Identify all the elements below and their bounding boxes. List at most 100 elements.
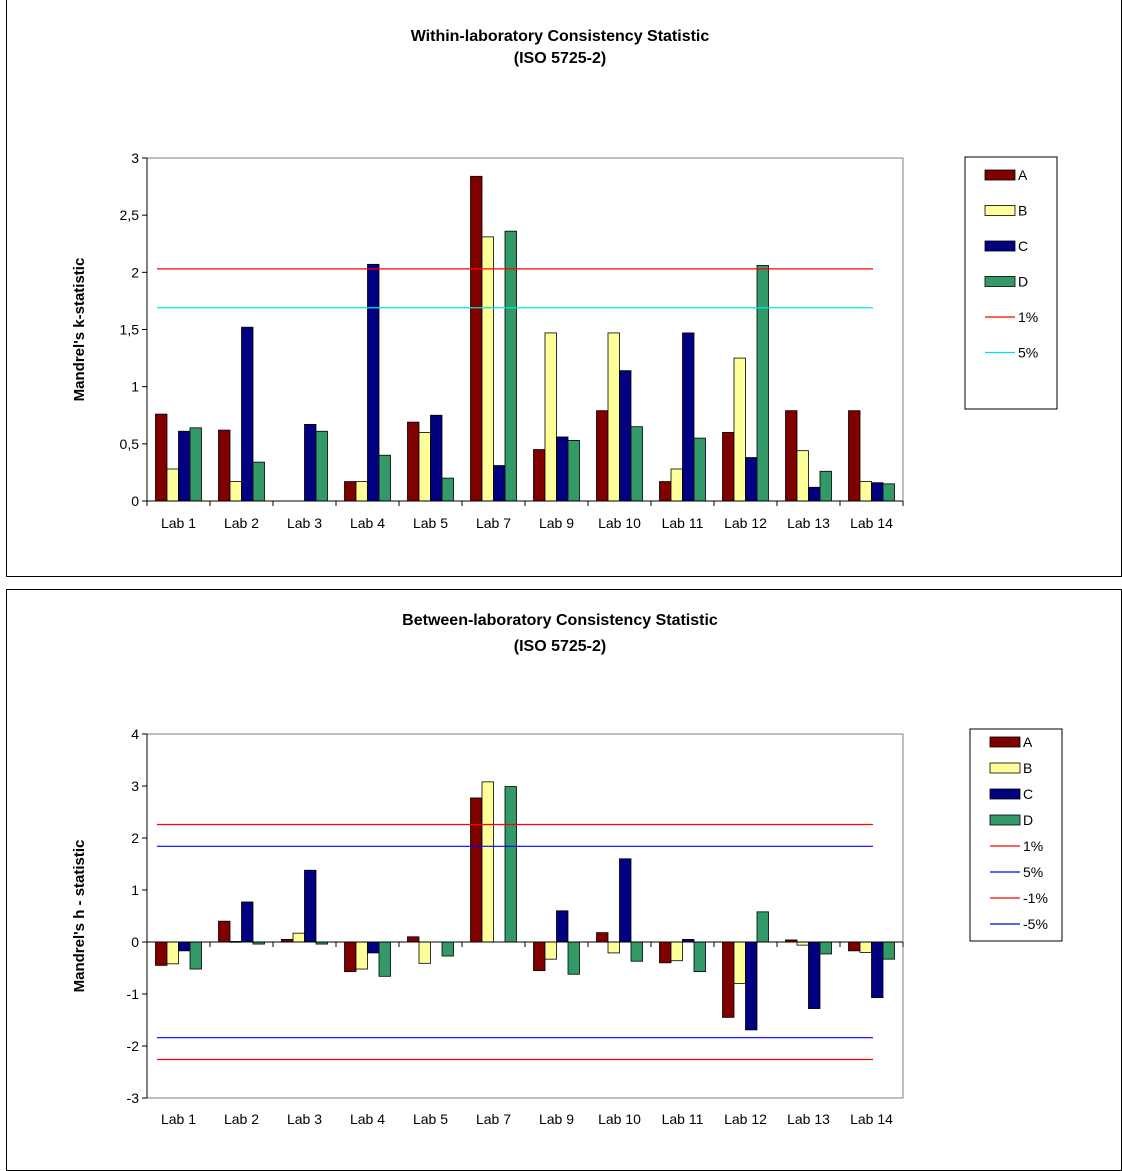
x-tick-label: Lab 9 — [539, 515, 574, 531]
legend-label-5: 5% — [1018, 345, 1038, 361]
x-tick-label: Lab 12 — [724, 515, 767, 531]
bar-lab-2-c — [241, 901, 254, 943]
plot-area — [146, 733, 904, 1099]
x-tick-label: Lab 14 — [850, 1111, 893, 1127]
bar-lab-12-d — [756, 911, 769, 943]
legend-label-b: B — [1018, 203, 1027, 219]
bar-lab-14-b — [859, 941, 872, 953]
bar-lab-11-b — [670, 941, 683, 962]
x-tick-label: Lab 7 — [476, 515, 511, 531]
bar-lab-3-c — [304, 869, 317, 943]
legend-label-a: A — [1018, 167, 1028, 183]
legend-key-d — [989, 814, 1021, 826]
bar-lab-9-b — [544, 941, 557, 960]
chart2-title: Between-laboratory Consistency Statistic — [402, 612, 718, 629]
bar-lab-10-a — [596, 932, 609, 943]
bar-lab-1-d — [189, 941, 202, 970]
x-tick-label: Lab 11 — [662, 515, 704, 531]
legend-label-5: -5% — [1023, 916, 1048, 932]
bar-lab-7-d — [504, 786, 517, 943]
x-tick-label: Lab 3 — [287, 515, 322, 531]
legend-key-b — [984, 205, 1016, 216]
y-tick-label: 2 — [131, 830, 139, 846]
x-tick-label: Lab 9 — [539, 1111, 574, 1127]
x-tick-label: Lab 4 — [350, 515, 385, 531]
bar-lab-12-b — [733, 941, 746, 984]
y-tick-label: 1 — [131, 882, 139, 898]
bar-lab-4-a — [344, 941, 357, 973]
y-axis-title: Mandrel's h - statistic — [71, 840, 88, 993]
x-tick-label: Lab 1 — [161, 515, 196, 531]
y-tick-label: 2,5 — [120, 207, 140, 223]
legend-label-c: C — [1023, 786, 1033, 802]
bar-lab-4-d — [378, 941, 391, 977]
bar-lab-5-b — [418, 941, 431, 964]
bar-lab-13-c — [808, 941, 821, 1009]
bar-lab-1-c — [178, 941, 191, 952]
bar-lab-7-b — [481, 781, 494, 943]
bar-lab-11-d — [693, 941, 706, 973]
legend-key-c — [984, 240, 1016, 252]
legend-key-a — [989, 736, 1021, 748]
bar-lab-5-a — [407, 936, 420, 943]
legend-key-c — [989, 788, 1021, 800]
x-tick-label: Lab 5 — [413, 515, 448, 531]
legend-label-d: D — [1023, 812, 1033, 828]
bar-lab-10-d — [630, 941, 643, 962]
legend-key-a — [984, 169, 1016, 181]
y-tick-label: 2 — [131, 264, 139, 280]
chart-panel-between — [6, 589, 1122, 1171]
bar-lab-9-d — [567, 941, 580, 975]
x-tick-label: Lab 7 — [476, 1111, 511, 1127]
x-tick-label: Lab 10 — [598, 1111, 641, 1127]
legend-label-b: B — [1023, 760, 1032, 776]
x-tick-label: Lab 13 — [787, 1111, 830, 1127]
bar-lab-1-a — [155, 941, 168, 966]
y-tick-label: 1 — [131, 379, 139, 395]
legend-key-b — [989, 762, 1021, 774]
bar-lab-2-a — [218, 920, 231, 943]
x-tick-label: Lab 5 — [413, 1111, 448, 1127]
y-tick-label: 3 — [131, 150, 139, 166]
y-tick-label: 0 — [131, 934, 139, 950]
bar-lab-14-d — [882, 941, 895, 960]
bar-lab-4-b — [355, 941, 368, 970]
y-tick-label: 4 — [131, 726, 139, 742]
y-tick-label: -2 — [127, 1038, 140, 1054]
y-tick-label: 3 — [131, 778, 139, 794]
chart1-subtitle: (ISO 5725-2) — [513, 50, 607, 67]
x-tick-label: Lab 4 — [350, 1111, 385, 1127]
legend-label-1: 1% — [1018, 309, 1038, 325]
bar-lab-10-b — [607, 941, 620, 954]
y-tick-label: 0,5 — [120, 436, 140, 452]
bar-lab-14-a — [848, 941, 861, 952]
chart2-subtitle: (ISO 5725-2) — [513, 638, 607, 655]
y-tick-label: -3 — [127, 1090, 140, 1106]
x-tick-label: Lab 3 — [287, 1111, 322, 1127]
legend — [969, 728, 1063, 942]
legend-label-a: A — [1023, 734, 1033, 750]
bar-lab-3-b — [292, 932, 305, 943]
legend-label-c: C — [1018, 238, 1028, 254]
y-tick-label: 0 — [131, 493, 139, 509]
x-tick-label: Lab 2 — [224, 515, 259, 531]
bar-lab-11-a — [659, 941, 672, 964]
x-tick-label: Lab 11 — [662, 1111, 704, 1127]
bar-lab-9-a — [533, 941, 546, 972]
legend-label-5: 5% — [1023, 864, 1043, 880]
y-tick-label: 1,5 — [120, 322, 140, 338]
chart1-title: Within-laboratory Consistency Statistic — [410, 28, 710, 45]
x-tick-label: Lab 2 — [224, 1111, 259, 1127]
bar-lab-4-c — [367, 941, 380, 954]
x-tick-label: Lab 14 — [850, 515, 893, 531]
bar-lab-7-a — [470, 797, 483, 943]
bar-lab-13-d — [819, 941, 832, 955]
bar-lab-5-d — [441, 941, 454, 957]
bar-lab-12-a — [722, 941, 735, 1018]
legend-label-1: -1% — [1023, 890, 1048, 906]
legend-label-d: D — [1018, 274, 1028, 290]
y-axis-title: Mandrel's k-statistic — [71, 258, 88, 402]
x-tick-label: Lab 1 — [161, 1111, 196, 1127]
